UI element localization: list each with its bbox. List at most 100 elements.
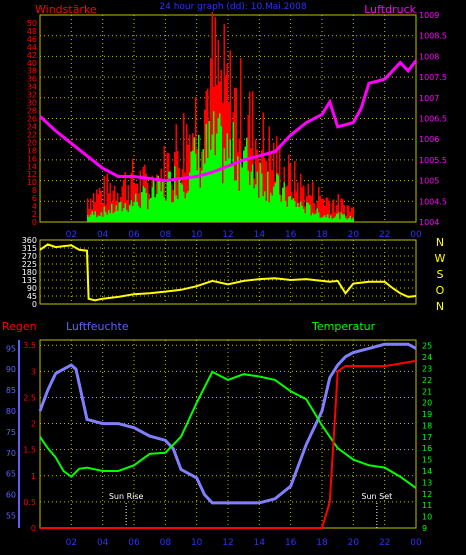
- wind-mean-bar: [124, 203, 126, 222]
- rain-axis-ticks: 0 0.5 1 1.5 2 2.5 3 3.5: [23, 341, 36, 533]
- wind-mean-bar: [306, 202, 308, 222]
- temperature-tick-label: 17: [422, 433, 432, 442]
- wind-mean-bar: [172, 202, 174, 222]
- temperature-line: [39, 370, 417, 489]
- hour-tick-label: 16: [285, 230, 297, 240]
- wind-mean-bar: [319, 217, 321, 222]
- wind-gust-bar: [177, 150, 179, 222]
- wind-tick-label: 12: [27, 170, 37, 179]
- wind-mean-bar: [184, 198, 186, 222]
- sun-annotation-label: Sun Rise: [109, 492, 144, 501]
- wind-mean-bar: [264, 191, 266, 222]
- wind-gust-bar: [348, 205, 350, 222]
- wind-tick-label: 48: [27, 27, 37, 36]
- wind-mean-bar: [225, 160, 227, 222]
- wind-mean-bar: [313, 214, 315, 222]
- wind-tick-label: 6: [32, 194, 37, 203]
- wind-mean-bar: [174, 166, 176, 222]
- wind-tick-label: 2: [32, 210, 37, 219]
- hour-tick-label: 08: [160, 230, 172, 240]
- wind-mean-bar: [342, 214, 344, 222]
- hour-tick-label: 06: [128, 230, 140, 240]
- wind-gust-bar: [318, 187, 320, 222]
- compass-label: W: [435, 252, 446, 265]
- temperature-tick-label: 13: [422, 478, 432, 487]
- wind-mean-bar: [114, 211, 116, 222]
- pressure-tick-label: 1006: [419, 135, 439, 144]
- temperature-tick-label: 14: [422, 467, 432, 476]
- wind-gust-bar: [90, 198, 92, 222]
- wind-gust-bar: [325, 197, 327, 222]
- wind-mean-bar: [258, 197, 260, 222]
- wind-gust-bar: [328, 200, 330, 222]
- wind-mean-bar: [201, 170, 203, 222]
- wind-gust-bar: [351, 207, 353, 222]
- wind-gust-bar: [352, 207, 354, 222]
- wind-gust-bar: [187, 144, 189, 222]
- wind-mean-bar: [141, 192, 143, 222]
- wind-mean-bar: [300, 201, 302, 222]
- wind-tick-label: 46: [27, 35, 37, 44]
- wind-mean-bar: [325, 217, 327, 222]
- wind-mean-bar: [214, 155, 216, 222]
- wind-mean-bar: [220, 126, 222, 222]
- humidity-tick-label: 90: [6, 365, 16, 374]
- compass-label: N: [436, 300, 444, 313]
- pressure-tick-label: 1005: [419, 177, 439, 186]
- wind-mean-bar: [169, 171, 171, 222]
- wind-mean-bar: [213, 111, 215, 222]
- wind-mean-bar: [238, 190, 240, 222]
- wind-gust-bar: [321, 198, 323, 222]
- wind-gust-bar: [288, 154, 290, 222]
- pressure-axis-ticks: 1004 1004.5 1005 1005.5 1006 1006.5 1007 1007.5…: [419, 11, 447, 227]
- wind-mean-bar: [150, 197, 152, 222]
- wind-mean-bar: [142, 186, 144, 222]
- wind-mean-bar: [103, 206, 105, 222]
- temperature-tick-label: 12: [422, 490, 432, 499]
- direction-tick-label: 180: [22, 268, 37, 277]
- wind-gust-bar: [295, 191, 297, 222]
- wind-mean-bar: [349, 215, 351, 222]
- wind-mean-bar: [117, 210, 119, 222]
- humidity-axis-ticks: 55 60 65 70 75 80 85 90 95: [6, 340, 20, 528]
- rain-tick-label: 0: [31, 524, 36, 533]
- wind-mean-bar: [97, 215, 99, 222]
- rain-tick-label: 1: [31, 472, 36, 481]
- humidity-tick-label: 80: [6, 407, 16, 416]
- wind-mean-bar: [88, 216, 90, 222]
- wind-mean-bar: [286, 206, 288, 222]
- wind-mean-bar: [177, 198, 179, 222]
- wind-mean-bar: [195, 153, 197, 222]
- wind-tick-label: 8: [32, 186, 37, 195]
- wind-mean-bar: [246, 137, 248, 222]
- wind-mean-bar: [318, 212, 320, 222]
- temperature-tick-label: 9: [422, 524, 427, 533]
- humidity-tick-label: 55: [6, 511, 16, 520]
- wind-gust-bar: [139, 170, 141, 222]
- wind-mean-bar: [147, 209, 149, 222]
- wind-gust-bar: [222, 102, 224, 222]
- wind-mean-bar: [190, 151, 192, 222]
- wind-mean-bar: [151, 187, 153, 222]
- wind-mean-bar: [309, 204, 311, 222]
- wind-mean-bar: [112, 213, 114, 222]
- wind-mean-bar: [337, 212, 339, 222]
- pressure-tick-label: 1004.5: [419, 197, 447, 206]
- wind-mean-bar: [232, 122, 234, 222]
- humidity-tick-label: 70: [6, 449, 16, 458]
- hour-tick-label: 04: [97, 230, 109, 240]
- wind-gust-bar: [96, 189, 98, 222]
- temperature-axis-ticks: 9 10 11 12 13 14 15 16 17 18 19 20 21 22 23 24 25: [422, 342, 432, 533]
- wind-mean-bar: [160, 191, 162, 222]
- wind-mean-bar: [285, 200, 287, 222]
- wind-mean-bar: [324, 215, 326, 222]
- wind-tick-label: 36: [27, 75, 37, 84]
- wind-gust-bar: [88, 208, 90, 222]
- pressure-tick-label: 1007: [419, 94, 439, 103]
- wind-gust-bar: [336, 204, 338, 222]
- wind-tick-label: 38: [27, 67, 37, 76]
- wind-gust-bar: [286, 185, 288, 222]
- wind-gust-bar: [262, 112, 264, 222]
- wind-tick-label: 50: [27, 19, 37, 28]
